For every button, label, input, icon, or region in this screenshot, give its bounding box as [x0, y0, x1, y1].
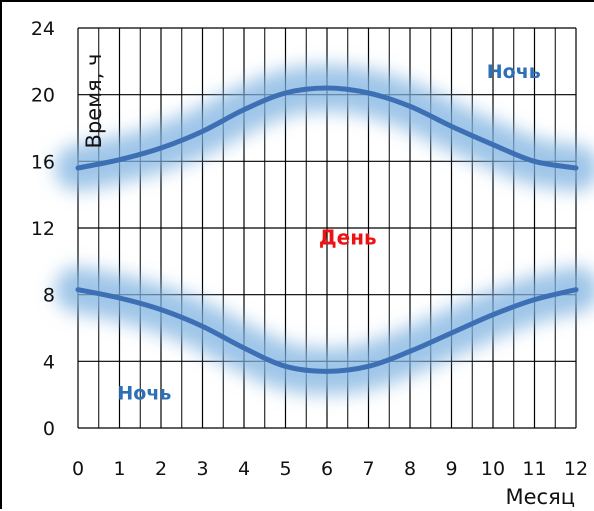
- x-tick-label: 3: [196, 458, 208, 480]
- y-tick-label: 4: [43, 351, 55, 373]
- annotation-label: Ночь: [487, 61, 541, 83]
- x-tick-label: 11: [522, 458, 546, 480]
- x-tick-label: 6: [321, 458, 333, 480]
- x-tick-label: 7: [362, 458, 374, 480]
- x-tick-label: 10: [481, 458, 505, 480]
- series-line-0: [75, 85, 579, 171]
- y-tick-label: 24: [31, 18, 55, 40]
- series-line-1: [75, 287, 579, 374]
- x-tick-label: 5: [279, 458, 291, 480]
- x-tick-label: 1: [113, 458, 125, 480]
- x-tick-label: 8: [404, 458, 416, 480]
- series-lines: [75, 85, 579, 374]
- y-axis-label: Время, ч: [82, 54, 106, 149]
- y-tick-label: 20: [31, 85, 55, 107]
- x-tick-label: 9: [445, 458, 457, 480]
- y-tick-label: 12: [31, 218, 55, 240]
- y-tick-label: 8: [43, 285, 55, 307]
- y-tick-label: 0: [43, 418, 55, 440]
- annotation-label: День: [319, 226, 377, 250]
- x-axis-label: Месяц: [505, 485, 575, 509]
- annotations: Ночь День Ночь: [117, 61, 540, 405]
- y-tick-label: 16: [31, 151, 55, 173]
- x-tick-label: 0: [72, 458, 84, 480]
- x-tick-label: 12: [564, 458, 588, 480]
- annotation-label: Ночь: [117, 383, 171, 405]
- x-tick-label: 2: [155, 458, 167, 480]
- x-tick-label: 4: [238, 458, 250, 480]
